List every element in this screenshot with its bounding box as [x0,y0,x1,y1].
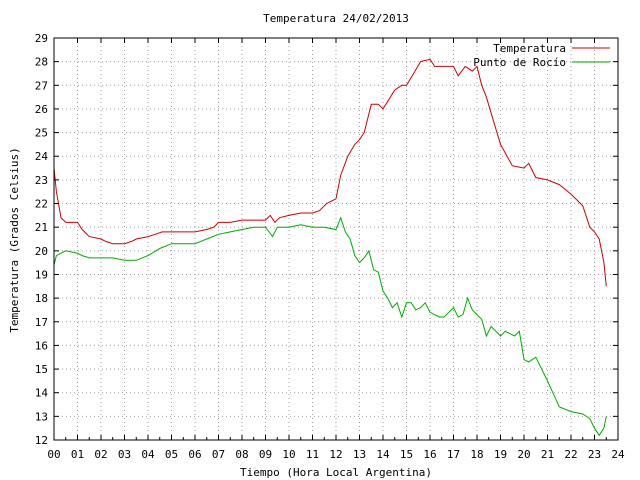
x-tick-label: 01 [71,448,84,461]
y-tick-label: 17 [35,316,48,329]
y-tick-label: 23 [35,174,48,187]
punto-de-rocio-line [53,216,607,437]
series-layer [53,58,607,437]
y-tick-label: 18 [35,292,48,305]
y-tick-label: 25 [35,127,48,140]
y-tick-label: 21 [35,221,48,234]
y-tick-label: 16 [35,339,48,352]
x-tick-label: 18 [470,448,483,461]
legend-label: Temperatura [493,42,566,55]
x-tick-label: 07 [212,448,225,461]
x-tick-label: 14 [376,448,390,461]
y-tick-label: 26 [35,103,48,116]
x-tick-label: 03 [118,448,131,461]
grid [54,38,618,440]
plot-frame [53,37,619,441]
y-tick-label: 13 [35,410,48,423]
x-tick-label: 06 [188,448,201,461]
x-tick-label: 04 [141,448,155,461]
x-tick-label: 20 [517,448,530,461]
x-tick-label: 02 [94,448,107,461]
y-tick-label: 28 [35,56,48,69]
y-tick-label: 29 [35,32,48,45]
x-axis-label: Tiempo (Hora Local Argentina) [240,466,432,479]
x-tick-label: 05 [165,448,178,461]
x-tick-label: 12 [329,448,342,461]
y-tick-label: 15 [35,363,48,376]
temperatura-line [53,58,607,287]
y-tick-label: 20 [35,245,48,258]
x-tick-label: 22 [564,448,577,461]
x-tick-label: 10 [282,448,295,461]
x-tick-label: 17 [447,448,460,461]
x-tick-label: 16 [423,448,436,461]
y-tick-label: 24 [35,150,49,163]
legend-label: Punto de Rocío [473,56,566,69]
x-tick-label: 13 [353,448,366,461]
x-tick-label: 09 [259,448,272,461]
x-tick-label: 21 [541,448,554,461]
x-tick-label: 15 [400,448,413,461]
y-tick-label: 27 [35,79,48,92]
x-tick-label: 24 [611,448,625,461]
y-tick-label: 12 [35,434,48,447]
x-tick-label: 08 [235,448,248,461]
y-tick-label: 19 [35,268,48,281]
x-tick-label: 11 [306,448,319,461]
y-tick-label: 14 [35,387,49,400]
x-tick-label: 00 [47,448,60,461]
y-tick-label: 22 [35,198,48,211]
ticks: 00 01 02 03 04 05 06 07 08 09 10 11 12 13 14 15 16 17 18 19… [35,32,625,461]
x-tick-label: 23 [588,448,601,461]
y-axis-label: Temperatura (Grados Celsius) [8,147,21,332]
chart-title: Temperatura 24/02/2013 [263,12,409,25]
x-tick-label: 19 [494,448,507,461]
